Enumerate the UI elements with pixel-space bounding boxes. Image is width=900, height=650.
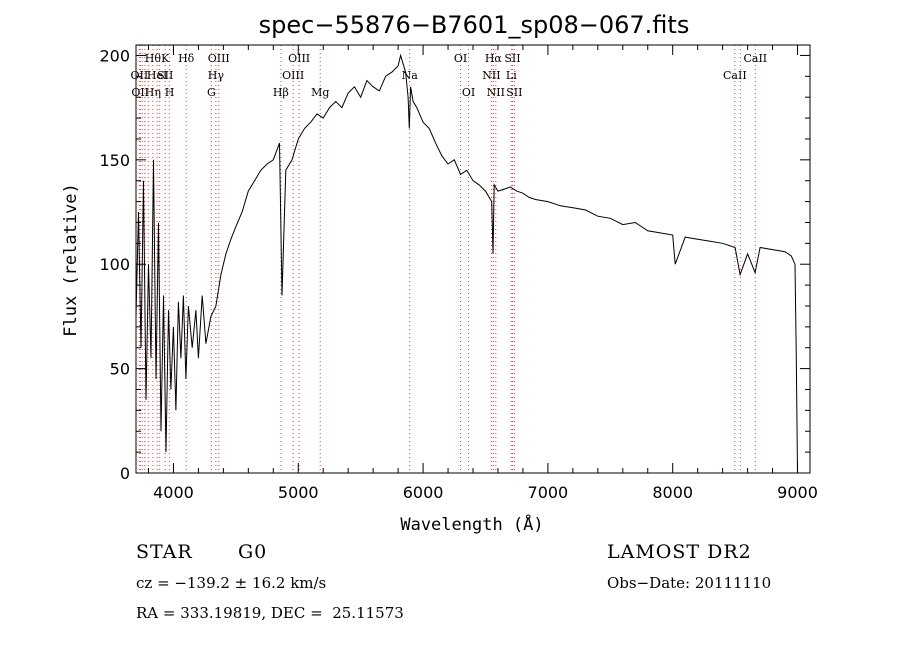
axis-ticks: 4000 5000 6000 7000 8000 9000 0 50 100 150 200 bbox=[99, 45, 818, 502]
x-tick-label: 9000 bbox=[777, 483, 818, 502]
y-tick-label: 100 bbox=[99, 255, 130, 274]
line-label: OIII bbox=[282, 69, 304, 82]
line-label: OII bbox=[131, 69, 149, 82]
chart-title: spec−55876−B7601_sp08−067.fits bbox=[259, 11, 690, 39]
y-axis-label: Flux (relative) bbox=[61, 183, 81, 337]
line-label: NII bbox=[482, 69, 500, 82]
line-label: Mg bbox=[311, 86, 329, 99]
line-label: H bbox=[165, 86, 175, 99]
line-label: Hθ bbox=[145, 52, 162, 65]
line-label: Hδ bbox=[178, 52, 195, 65]
x-tick-label: 7000 bbox=[528, 483, 569, 502]
spectrum-series-line bbox=[135, 53, 798, 474]
y-tick-label: 0 bbox=[120, 464, 130, 483]
line-label: SII bbox=[157, 69, 173, 82]
y-tick-label: 50 bbox=[110, 360, 130, 379]
line-label: SII bbox=[506, 86, 522, 99]
line-label: OI bbox=[462, 86, 475, 99]
line-label: Hα bbox=[485, 52, 503, 65]
line-label: SII bbox=[504, 52, 520, 65]
line-label: OI bbox=[454, 52, 467, 65]
object-class: STAR bbox=[136, 541, 193, 563]
line-label: Hη bbox=[145, 86, 161, 99]
line-label: NII bbox=[487, 86, 505, 99]
line-label: OII bbox=[131, 86, 149, 99]
x-tick-label: 8000 bbox=[652, 483, 693, 502]
y-tick-label: 150 bbox=[99, 151, 130, 170]
line-label: Hβ bbox=[273, 86, 289, 99]
x-tick-label: 5000 bbox=[278, 483, 319, 502]
line-marker-group bbox=[138, 45, 756, 473]
line-label: Li bbox=[506, 69, 517, 82]
x-tick-label: 6000 bbox=[403, 483, 444, 502]
line-label: HeI bbox=[147, 69, 167, 82]
line-label: K bbox=[161, 52, 170, 65]
object-subclass: G0 bbox=[238, 541, 268, 563]
line-label: CaII bbox=[743, 52, 767, 65]
y-tick-label: 200 bbox=[99, 46, 130, 65]
x-axis-label: Wavelength (Å) bbox=[400, 513, 543, 535]
line-label: Na bbox=[402, 69, 419, 82]
obs-date-text: Obs−Date: 20111110 bbox=[607, 574, 772, 592]
line-label: G bbox=[207, 86, 216, 99]
redshift-text: cz = −139.2 ± 16.2 km/s bbox=[136, 574, 327, 592]
x-tick-label: 4000 bbox=[153, 483, 194, 502]
coordinates-text: RA = 333.19819, DEC = 25.11573 bbox=[136, 604, 404, 622]
survey-name: LAMOST DR2 bbox=[607, 541, 752, 563]
line-label: OIII bbox=[288, 52, 310, 65]
line-label: OIII bbox=[208, 52, 230, 65]
line-labels: OII OII Hθ Hη HeI K SII H Hδ G Hγ OIII Hβ OIII OIII Mg N… bbox=[131, 52, 768, 99]
line-label: CaII bbox=[723, 69, 747, 82]
line-label: Hγ bbox=[208, 69, 225, 82]
plot-frame bbox=[135, 44, 811, 474]
